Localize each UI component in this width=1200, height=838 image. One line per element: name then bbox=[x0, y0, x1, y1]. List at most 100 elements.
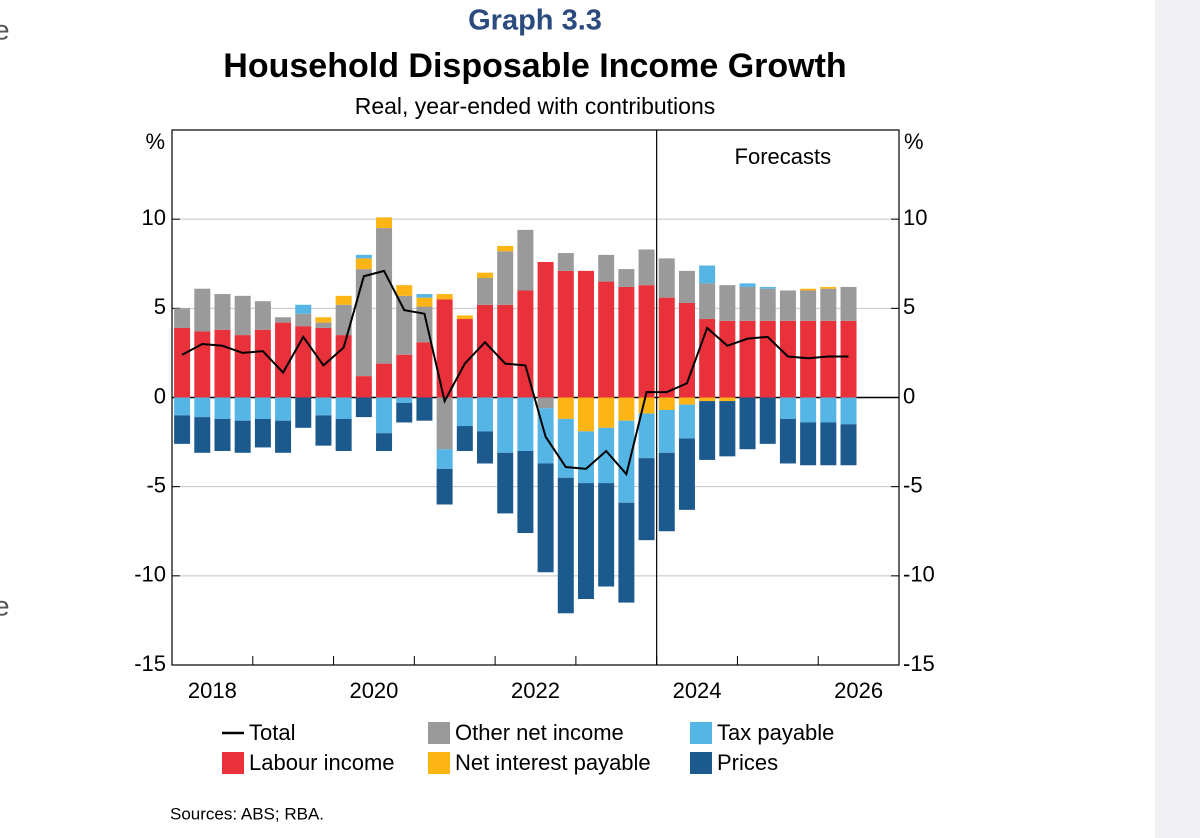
y2-unit: % bbox=[904, 129, 924, 154]
y-unit: % bbox=[145, 129, 165, 154]
legend-swatch bbox=[690, 752, 712, 774]
bar bbox=[840, 286, 857, 321]
bar bbox=[517, 397, 534, 451]
bar bbox=[477, 272, 494, 279]
bar bbox=[779, 320, 796, 398]
bar bbox=[254, 418, 271, 448]
bar bbox=[456, 397, 473, 427]
bar bbox=[557, 477, 574, 614]
bar bbox=[577, 431, 594, 484]
bar bbox=[174, 308, 191, 328]
bar bbox=[598, 427, 615, 484]
bar bbox=[699, 265, 716, 284]
bar bbox=[517, 229, 534, 291]
bar bbox=[598, 281, 615, 398]
bar bbox=[618, 286, 635, 398]
bar bbox=[497, 251, 514, 305]
bar bbox=[275, 397, 292, 421]
bar bbox=[719, 397, 736, 402]
y2-tick-label: 10 bbox=[903, 205, 927, 230]
bar bbox=[254, 397, 271, 419]
bar bbox=[376, 363, 393, 398]
margin-fragment: e bbox=[0, 590, 10, 621]
y2-tick-label: -10 bbox=[903, 562, 935, 587]
bar bbox=[497, 245, 514, 252]
bar bbox=[598, 254, 615, 282]
bar bbox=[456, 319, 473, 398]
bar bbox=[416, 294, 433, 298]
legend-label: Total bbox=[249, 720, 295, 745]
bar bbox=[477, 304, 494, 398]
bar bbox=[658, 452, 675, 532]
y2-tick-label: -5 bbox=[903, 472, 923, 497]
bar bbox=[577, 270, 594, 398]
forecast-label: Forecasts bbox=[735, 144, 832, 169]
y-tick-label: 10 bbox=[142, 205, 166, 230]
bar bbox=[477, 278, 494, 305]
bar bbox=[376, 228, 393, 364]
bar bbox=[335, 397, 352, 419]
bar bbox=[497, 397, 514, 453]
bar bbox=[658, 409, 675, 453]
bar bbox=[759, 397, 776, 444]
bar bbox=[840, 320, 857, 398]
total-line bbox=[181, 269, 849, 477]
bar bbox=[436, 468, 453, 505]
legend-label: Net interest payable bbox=[455, 750, 651, 775]
bar bbox=[699, 401, 716, 460]
bar bbox=[699, 397, 716, 402]
bar bbox=[739, 286, 756, 321]
bar bbox=[820, 288, 837, 321]
bar bbox=[355, 258, 372, 270]
bar bbox=[840, 424, 857, 466]
bar bbox=[537, 397, 554, 409]
bar bbox=[315, 322, 332, 328]
bar bbox=[678, 397, 695, 405]
bar bbox=[295, 304, 312, 314]
chart-title: Household Disposable Income Growth bbox=[223, 47, 846, 85]
legend-label: Other net income bbox=[455, 720, 624, 745]
bar bbox=[396, 354, 413, 398]
bar bbox=[416, 297, 433, 307]
bar bbox=[315, 317, 332, 323]
legend-swatch bbox=[428, 722, 450, 744]
bar bbox=[638, 249, 655, 286]
legend-swatch bbox=[690, 722, 712, 744]
bar bbox=[396, 295, 413, 355]
legend-label: Prices bbox=[717, 750, 778, 775]
bar bbox=[275, 420, 292, 453]
bar bbox=[355, 254, 372, 259]
bar bbox=[335, 295, 352, 305]
bar bbox=[376, 433, 393, 451]
bar bbox=[820, 397, 837, 423]
x-tick-label: 2022 bbox=[511, 678, 560, 703]
bar bbox=[618, 502, 635, 603]
bar bbox=[719, 401, 736, 457]
bar bbox=[194, 417, 211, 453]
bar bbox=[436, 294, 453, 300]
bar bbox=[779, 290, 796, 321]
bar bbox=[315, 397, 332, 416]
bar bbox=[376, 397, 393, 434]
y-tick-label: 5 bbox=[154, 294, 166, 319]
bar bbox=[638, 413, 655, 459]
bar bbox=[820, 422, 837, 466]
margin-fragment: e bbox=[0, 14, 10, 45]
bar bbox=[234, 295, 251, 336]
bar bbox=[577, 397, 594, 432]
bar bbox=[275, 322, 292, 398]
x-tick-label: 2026 bbox=[834, 678, 883, 703]
bar bbox=[174, 397, 191, 416]
bar bbox=[658, 397, 675, 410]
bar bbox=[820, 320, 837, 398]
bar bbox=[396, 285, 413, 296]
bar bbox=[234, 397, 251, 421]
bar bbox=[779, 397, 796, 419]
legend-swatch bbox=[428, 752, 450, 774]
bar bbox=[759, 286, 776, 289]
bar bbox=[800, 288, 817, 291]
bar bbox=[840, 397, 857, 425]
bar bbox=[254, 329, 271, 398]
